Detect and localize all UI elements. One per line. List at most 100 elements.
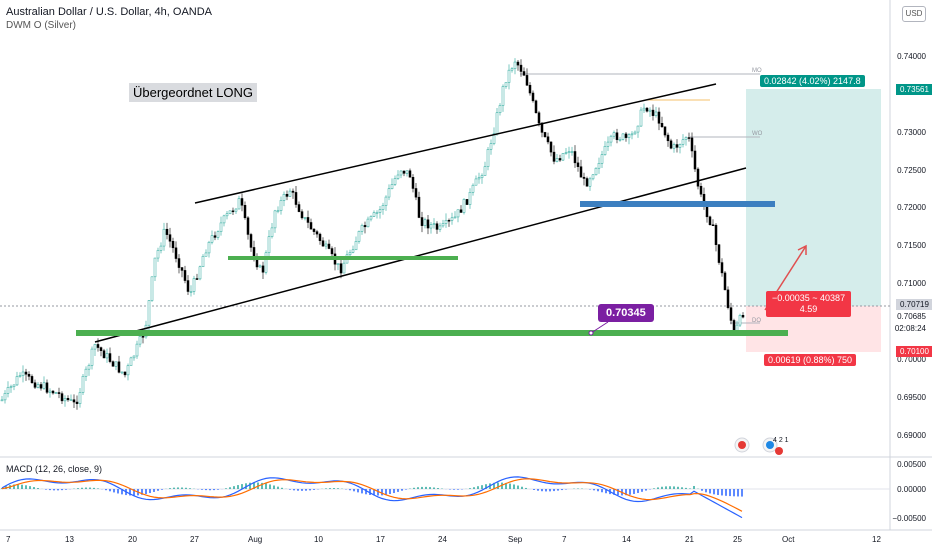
loss-label[interactable]: 0.00619 (0.88%) 750 [764,354,857,366]
candle-body [396,174,400,179]
candle-body [93,344,97,350]
candle-body [666,134,670,142]
candle-body [318,233,322,241]
candle-body [243,205,247,219]
macd-title[interactable]: MACD (12, 26, close, 9) [6,464,103,474]
candle-body [633,131,637,135]
candle-body [393,178,397,185]
candle-body [585,178,589,187]
candle-body [120,371,124,374]
candle-body [546,136,550,143]
candle-body [183,270,187,281]
currency-button[interactable]: USD [902,6,926,22]
candle-body [201,256,205,268]
candle-body [225,213,229,217]
candle-body [105,353,109,359]
time-tick: 27 [190,535,199,544]
candle-body [624,133,628,138]
do-label: DO [752,318,761,324]
candle-body [189,291,193,293]
candle-body [45,382,49,393]
time-tick: Oct [782,535,795,544]
candle-body [354,241,358,251]
chart-title[interactable]: Australian Dollar / U.S. Dollar, 4h, OAN… [6,6,213,18]
candle-body [573,151,577,164]
candle-body [435,223,439,230]
candle-body [459,209,463,213]
callout-pointer [590,321,609,334]
candle-body [48,390,52,393]
profit-label[interactable]: 0.02842 (4.02%) 2147.8 [760,75,865,87]
candle-body [366,218,370,228]
price-tick: 0.70000 [897,355,926,364]
candle-body [720,262,724,274]
channel-lower-line[interactable] [94,167,747,343]
candle-body [42,382,46,389]
candle-body [411,176,415,189]
profit-zone[interactable] [746,89,881,306]
candle-body [117,361,121,373]
candle-body [63,398,67,402]
candle-body [462,199,466,213]
candle-body [162,228,166,247]
candle-body [690,137,694,152]
time-tick: 10 [314,535,323,544]
candle-body [111,361,115,367]
candle-body [696,168,700,187]
candle-body [672,144,676,149]
candle-body [531,92,535,102]
candle-body [597,163,601,169]
channel-upper-line[interactable] [194,83,717,204]
candle-body [504,82,508,87]
candle-body [114,361,118,367]
candle-body [663,126,667,136]
macd-histogram [1,482,743,497]
candle-body [726,289,730,308]
candle-body [375,212,379,214]
candle-body [297,204,301,212]
candle-body [276,210,280,212]
price-callout[interactable]: 0.70345 [598,304,654,322]
candle-body [24,371,28,375]
candle-body [390,184,394,189]
time-tick: 21 [685,535,694,544]
candle-body [636,125,640,133]
candle-body [39,384,43,389]
candle-body [513,61,517,69]
candle-body [219,222,223,232]
candle-body [381,205,385,210]
candle-body [321,240,325,247]
candle-body [660,123,664,128]
candle-body [642,107,646,111]
candle-body [231,210,235,213]
candle-body [654,111,658,116]
indicator-name[interactable]: DWM O (Silver) [6,20,76,31]
candle-body [603,146,607,155]
position-mid-label[interactable]: −0.00035 ~ 40387 4.59 [766,291,852,317]
candle-body [3,393,7,401]
candle-body [138,336,142,345]
candle-body [99,347,103,351]
candle-body [303,217,307,219]
candle-body [447,219,451,222]
candle-body [78,392,82,404]
macd-line [1,476,743,519]
chart-note[interactable]: Übergeordnet LONG [129,83,257,102]
candle-body [0,399,4,402]
candle-body [621,133,625,140]
candle-body [357,231,361,242]
callout-anchor [588,330,594,336]
candle-body [216,231,220,238]
candle-body [699,185,703,195]
candle-body [351,249,355,253]
current-price-tag: 0.70719 [896,299,932,310]
candle-body [579,166,583,178]
candle-body [465,199,469,205]
flag-us-icon-2[interactable] [775,447,783,455]
candle-body [714,224,718,245]
candle-body [615,132,619,140]
macd-tick: −0.00500 [892,514,926,523]
candle-body [165,228,169,235]
candle-body [264,252,268,273]
